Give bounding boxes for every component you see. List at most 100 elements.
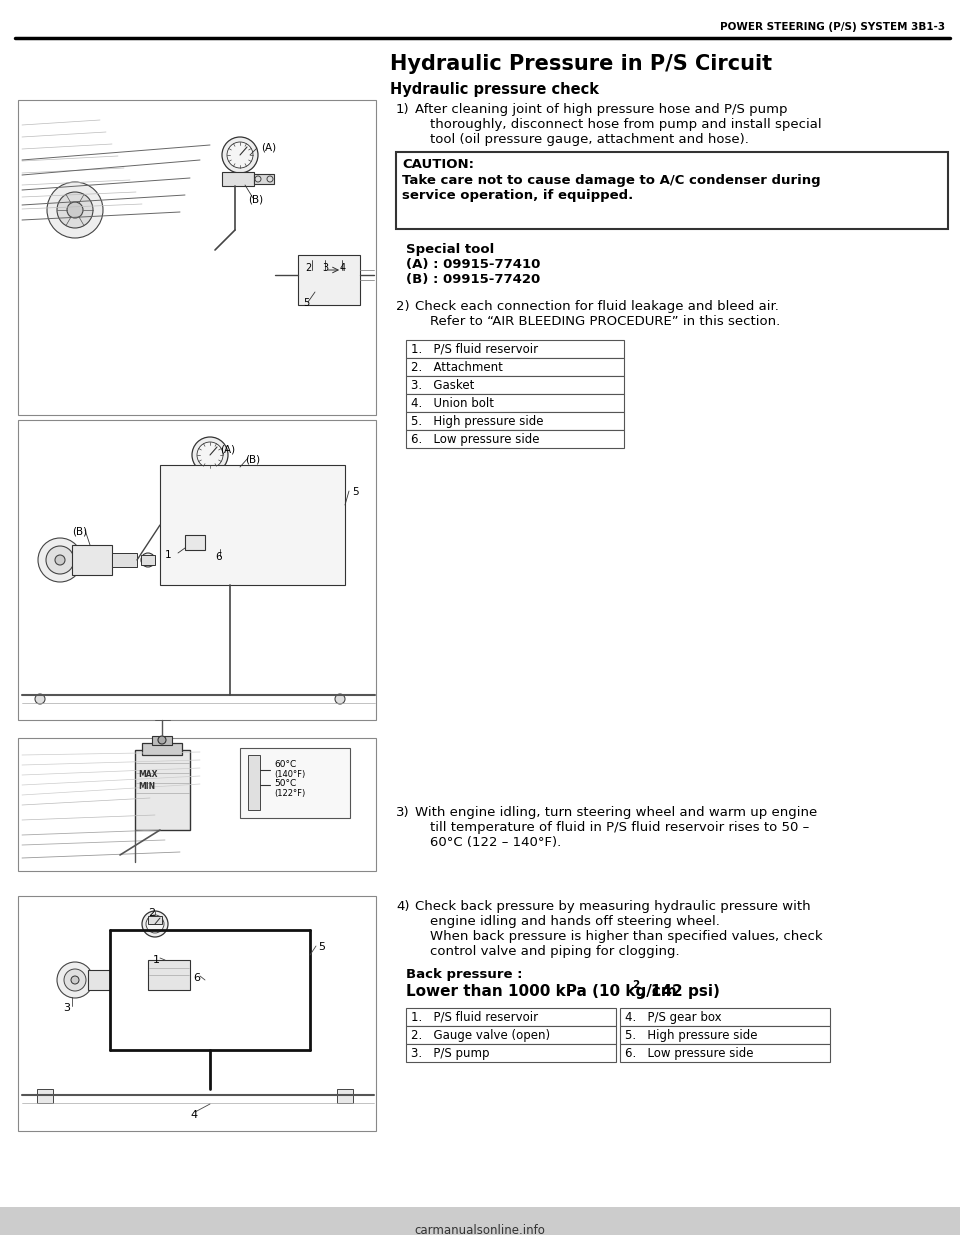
Bar: [18, 897, 376, 1131]
Bar: [406, 358, 624, 375]
Bar: [112, 553, 137, 567]
Circle shape: [222, 137, 258, 173]
Bar: [337, 1089, 353, 1103]
Circle shape: [335, 694, 345, 704]
Text: 1: 1: [165, 550, 172, 559]
Text: 6.   Low pressure side: 6. Low pressure side: [411, 433, 540, 446]
Text: 4.   Union bolt: 4. Union bolt: [411, 396, 494, 410]
Text: 3): 3): [396, 806, 410, 819]
Circle shape: [197, 442, 223, 468]
Bar: [148, 916, 162, 924]
Text: 1.   P/S fluid reservoir: 1. P/S fluid reservoir: [411, 343, 539, 356]
Text: POWER STEERING (P/S) SYSTEM 3B1-3: POWER STEERING (P/S) SYSTEM 3B1-3: [720, 22, 945, 32]
Text: (B): (B): [72, 527, 87, 537]
Bar: [406, 1044, 616, 1062]
Bar: [406, 375, 624, 394]
Text: Refer to “AIR BLEEDING PROCEDURE” in this section.: Refer to “AIR BLEEDING PROCEDURE” in thi…: [430, 315, 780, 329]
Bar: [0, 1207, 960, 1235]
Text: carmanualsonline.info: carmanualsonline.info: [415, 1224, 545, 1235]
Text: (122°F): (122°F): [274, 789, 305, 798]
Text: (B) : 09915-77420: (B) : 09915-77420: [406, 273, 540, 287]
Bar: [72, 545, 112, 576]
Text: 4: 4: [340, 263, 347, 273]
Bar: [254, 174, 274, 184]
Text: CAUTION:: CAUTION:: [402, 158, 474, 170]
Text: service operation, if equipped.: service operation, if equipped.: [402, 189, 634, 203]
Text: 2: 2: [305, 263, 311, 273]
Circle shape: [192, 437, 228, 473]
Circle shape: [267, 177, 273, 182]
Bar: [620, 1026, 830, 1044]
Text: 4: 4: [190, 1110, 197, 1120]
Text: (A): (A): [261, 142, 276, 152]
Text: (A) : 09915-77410: (A) : 09915-77410: [406, 258, 540, 270]
Bar: [37, 1089, 53, 1103]
Bar: [142, 743, 182, 755]
Text: 3: 3: [63, 1003, 70, 1013]
Text: 5.   High pressure side: 5. High pressure side: [411, 415, 543, 429]
Text: (A): (A): [220, 445, 235, 454]
Circle shape: [67, 203, 83, 219]
Bar: [406, 1026, 616, 1044]
Bar: [185, 535, 205, 550]
Text: 1: 1: [153, 955, 160, 965]
Bar: [152, 736, 172, 745]
Bar: [88, 969, 110, 990]
Text: 2: 2: [148, 908, 156, 918]
Text: 5: 5: [318, 942, 325, 952]
Circle shape: [141, 553, 155, 567]
Bar: [406, 394, 624, 412]
Circle shape: [227, 142, 253, 168]
Circle shape: [64, 969, 86, 990]
Text: engine idling and hands off steering wheel.: engine idling and hands off steering whe…: [430, 915, 720, 927]
Bar: [160, 466, 345, 585]
Circle shape: [255, 177, 261, 182]
Circle shape: [142, 911, 168, 937]
Text: 50°C: 50°C: [274, 779, 297, 788]
Text: MIN: MIN: [138, 782, 156, 790]
Text: tool (oil pressure gauge, attachment and hose).: tool (oil pressure gauge, attachment and…: [430, 133, 749, 146]
Text: 5: 5: [303, 298, 309, 308]
Bar: [298, 254, 360, 305]
Text: 3.   Gasket: 3. Gasket: [411, 379, 474, 391]
Bar: [620, 1044, 830, 1062]
Text: thoroughly, disconnect hose from pump and install special: thoroughly, disconnect hose from pump an…: [430, 119, 822, 131]
Text: 4): 4): [396, 900, 410, 913]
Circle shape: [146, 915, 164, 932]
Text: 2.   Gauge valve (open): 2. Gauge valve (open): [411, 1029, 550, 1042]
Text: 60°C (122 – 140°F).: 60°C (122 – 140°F).: [430, 836, 562, 848]
Circle shape: [55, 555, 65, 564]
Text: Check back pressure by measuring hydraulic pressure with: Check back pressure by measuring hydraul…: [415, 900, 810, 913]
Text: 3.   P/S pump: 3. P/S pump: [411, 1047, 490, 1060]
Bar: [18, 739, 376, 871]
Text: 1): 1): [396, 103, 410, 116]
Circle shape: [71, 976, 79, 984]
Circle shape: [38, 538, 82, 582]
Text: With engine idling, turn steering wheel and warm up engine: With engine idling, turn steering wheel …: [415, 806, 817, 819]
Text: 6: 6: [193, 973, 200, 983]
Bar: [406, 1008, 616, 1026]
Bar: [18, 100, 376, 415]
Bar: [148, 960, 190, 990]
Text: 5.   High pressure side: 5. High pressure side: [625, 1029, 757, 1042]
Bar: [141, 555, 155, 564]
Text: Lower than 1000 kPa (10 kg/cm: Lower than 1000 kPa (10 kg/cm: [406, 984, 677, 999]
Text: 2: 2: [632, 981, 639, 990]
Text: control valve and piping for clogging.: control valve and piping for clogging.: [430, 945, 680, 958]
Circle shape: [35, 694, 45, 704]
Text: (140°F): (140°F): [274, 769, 305, 779]
Text: Hydraulic Pressure in P/S Circuit: Hydraulic Pressure in P/S Circuit: [390, 54, 772, 74]
Bar: [620, 1008, 830, 1026]
Bar: [222, 172, 254, 186]
Text: 2): 2): [396, 300, 410, 312]
Circle shape: [47, 182, 103, 238]
Bar: [406, 412, 624, 430]
Bar: [135, 750, 190, 830]
Bar: [240, 748, 350, 818]
Text: Take care not to cause damage to A/C condenser during: Take care not to cause damage to A/C con…: [402, 174, 821, 186]
Bar: [18, 420, 376, 720]
Text: Special tool: Special tool: [406, 243, 494, 256]
Circle shape: [46, 546, 74, 574]
Text: Hydraulic pressure check: Hydraulic pressure check: [390, 82, 599, 98]
Text: After cleaning joint of high pressure hose and P/S pump: After cleaning joint of high pressure ho…: [415, 103, 787, 116]
